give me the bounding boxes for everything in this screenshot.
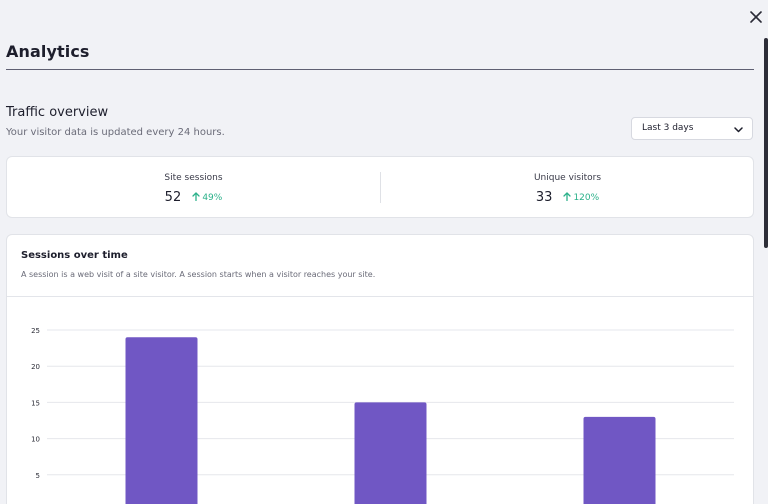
trend-value: 49%	[202, 193, 223, 203]
y-tick-label: 25	[31, 327, 40, 335]
trend-value: 120%	[573, 193, 600, 203]
y-tick-label: 15	[31, 399, 40, 407]
chart-bar[interactable]	[125, 337, 198, 504]
sessions-chart-card: Sessions over time A session is a web vi…	[6, 234, 754, 504]
stat-unique-visitors: Unique visitors 33 120%	[381, 157, 754, 217]
chart-divider	[7, 296, 753, 297]
y-tick-label: 5	[36, 472, 40, 480]
title-divider	[6, 69, 754, 70]
stat-site-sessions: Site sessions 52 49%	[7, 157, 380, 217]
stat-label: Site sessions	[164, 173, 223, 183]
y-tick-label: 10	[31, 436, 40, 444]
close-icon[interactable]	[747, 8, 765, 26]
chevron-down-icon	[734, 127, 743, 133]
stat-value: 52	[164, 190, 182, 205]
stat-value: 33	[535, 190, 553, 205]
scrollbar[interactable]	[764, 38, 768, 248]
y-tick-label: 20	[31, 363, 40, 371]
chart-description: A session is a web visit of a site visit…	[21, 270, 376, 279]
trend-badge: 49%	[192, 192, 222, 203]
chart-title: Sessions over time	[21, 250, 128, 261]
date-range-value: Last 3 days	[642, 123, 694, 133]
section-subtitle: Your visitor data is updated every 24 ho…	[6, 127, 225, 138]
stat-label: Unique visitors	[533, 173, 602, 183]
page-title: Analytics	[6, 42, 90, 61]
stats-card: Site sessions 52 49% Unique visitors 33	[6, 156, 754, 218]
trend-badge: 120%	[563, 192, 599, 203]
arrow-up-icon	[563, 192, 572, 202]
chart-bar[interactable]	[354, 402, 427, 504]
section-title: Traffic overview	[6, 105, 109, 120]
arrow-up-icon	[192, 192, 200, 202]
stat-divider	[380, 172, 381, 203]
chart-bar[interactable]	[583, 416, 656, 504]
date-range-select[interactable]: Last 3 days	[631, 117, 753, 140]
